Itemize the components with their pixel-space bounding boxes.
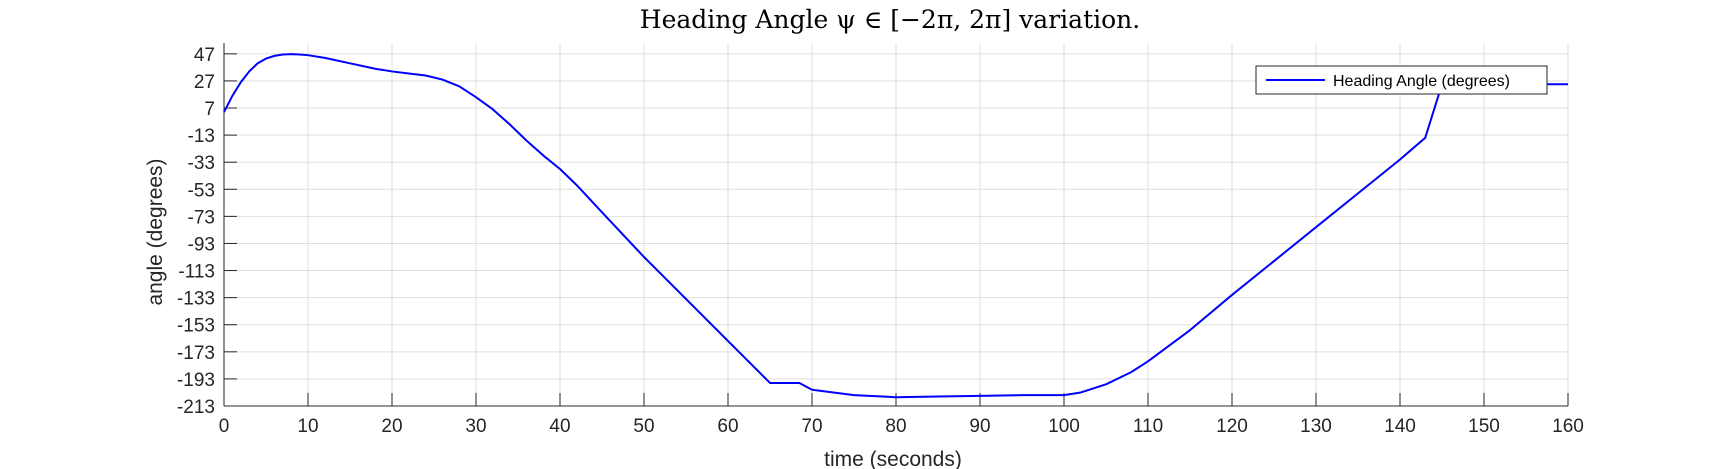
y-tick-label: 27 xyxy=(194,72,215,93)
chart-title: Heading Angle ψ ∈ [−2π, 2π] variation. xyxy=(640,5,1140,34)
x-tick-label: 90 xyxy=(969,416,990,437)
x-tick-label: 60 xyxy=(717,416,738,437)
x-axis-label: time (seconds) xyxy=(824,448,962,469)
y-tick-label: -193 xyxy=(177,370,215,391)
y-tick-label: 47 xyxy=(194,45,215,66)
legend: Heading Angle (degrees) xyxy=(1255,65,1548,95)
x-tick-label: 70 xyxy=(801,416,822,437)
grid xyxy=(223,43,1569,407)
y-ticks: -213 -193 -173 -153 -133 -113 -93 -73 -53 -33 -13 7… xyxy=(177,45,237,418)
y-tick-label: 7 xyxy=(204,99,215,120)
x-tick-label: 140 xyxy=(1384,416,1416,437)
x-tick-label: 130 xyxy=(1300,416,1332,437)
legend-label: Heading Angle (degrees) xyxy=(1333,73,1510,90)
y-tick-label: -153 xyxy=(177,316,215,337)
x-ticks: 0 10 20 30 40 50 60 70 80 90 100 110 120 130 140 150 160 xyxy=(219,393,1584,437)
y-tick-label: -213 xyxy=(177,397,215,418)
y-tick-label: -113 xyxy=(178,262,215,283)
x-tick-label: 160 xyxy=(1552,416,1584,437)
x-tick-label: 40 xyxy=(549,416,570,437)
y-tick-label: -173 xyxy=(177,343,215,364)
y-tick-label: -73 xyxy=(188,207,215,228)
x-tick-label: 20 xyxy=(381,416,402,437)
y-tick-label: -33 xyxy=(188,153,215,174)
x-tick-label: 80 xyxy=(885,416,906,437)
y-tick-label: -13 xyxy=(188,126,215,147)
y-tick-label: -93 xyxy=(188,234,215,255)
series-layer xyxy=(223,53,1568,399)
y-tick-label: -133 xyxy=(177,289,215,310)
x-tick-label: 10 xyxy=(297,416,318,437)
x-tick-label: 0 xyxy=(219,416,230,437)
y-axis-label: angle (degrees) xyxy=(144,158,167,305)
x-tick-label: 100 xyxy=(1048,416,1080,437)
x-tick-label: 120 xyxy=(1216,416,1248,437)
x-tick-label: 110 xyxy=(1133,416,1163,437)
y-tick-label: -53 xyxy=(188,180,215,201)
x-tick-label: 150 xyxy=(1468,416,1500,437)
series-line-0 xyxy=(223,53,1568,399)
x-tick-label: 50 xyxy=(633,416,654,437)
x-tick-label: 30 xyxy=(465,416,486,437)
